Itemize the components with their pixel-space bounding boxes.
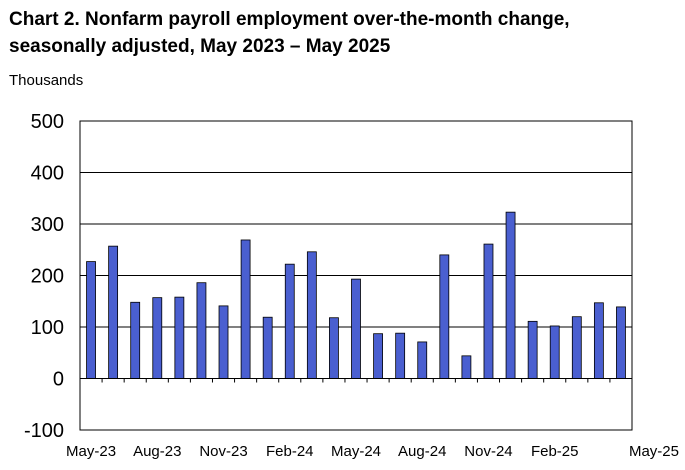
y-tick-label: 500 [31,111,64,133]
bar-Sep-23 [174,296,185,379]
bar-Dec-23 [240,239,251,379]
bar-May-25 [616,306,626,379]
x-tick-label: Nov-23 [199,443,247,460]
y-axis-unit-label: Thousands [9,72,84,89]
y-tick-label: 100 [31,317,64,339]
bar-Jul-23 [130,301,141,379]
bar-Jun-24 [373,333,383,379]
x-tick-label: Aug-24 [398,443,446,460]
bar-May-23 [86,261,96,379]
bar-Apr-25 [593,302,604,379]
bar-Jan-24 [262,316,273,379]
bar-Nov-23 [218,305,229,379]
bar-May-24 [351,278,361,379]
x-tick-labels: May-23 Aug-23 Nov-23 Feb-24 May-24 Aug-24 Nov-… [66,443,679,460]
bar-Jan-25 [527,320,538,379]
bar-Mar-25 [571,316,582,379]
x-tick-label: Feb-24 [266,443,314,460]
bar-Jun-23 [108,245,119,379]
bar-Apr-24 [329,317,339,379]
bar-Oct-24 [461,355,472,379]
y-tick-label: 200 [31,266,64,288]
x-tick-label: May-24 [331,443,381,460]
bar-Dec-24 [505,211,516,379]
chart-title-line-1: Chart 2. Nonfarm payroll employment over… [9,9,570,30]
axes [79,378,633,383]
y-tick-labels: -100 0 100 200 300 400 500 [24,111,64,442]
y-tick-label: 300 [31,214,64,236]
bar-Oct-23 [196,282,207,379]
bar-Aug-24 [417,341,428,379]
x-tick-label: Feb-25 [531,443,579,460]
x-tick-label: May-23 [66,443,116,460]
chart-title: Chart 2. Nonfarm payroll employment over… [9,6,679,60]
bar-Feb-25 [549,325,560,379]
bar-Mar-24 [306,251,317,379]
plot-area-frame [79,120,633,431]
x-tick-label: Aug-23 [133,443,181,460]
y-tick-label: -100 [24,420,64,442]
bar-Feb-24 [284,263,295,379]
y-tick-label: 0 [53,369,64,391]
y-tick-label: 400 [31,163,64,185]
bar-Nov-24 [483,243,494,379]
chart-title-line-2: seasonally adjusted, May 2023 – May 2025 [9,36,391,57]
x-tick-label: May-25 [629,443,679,460]
bar-Sep-24 [439,254,450,379]
x-tick-label: Nov-24 [464,443,512,460]
bar-Aug-23 [152,297,163,379]
bar-Jul-24 [395,332,406,379]
bars [86,211,626,379]
